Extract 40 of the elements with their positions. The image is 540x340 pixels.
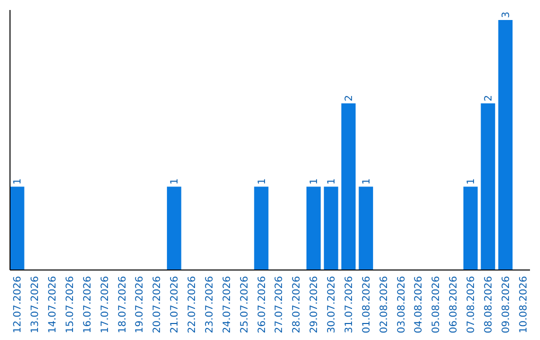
x-tick-label: 17.07.2026 (100, 276, 111, 334)
x-tick-label: 24.07.2026 (222, 276, 233, 334)
x-tick-label: 28.07.2026 (292, 276, 303, 334)
data-label: 2 (483, 94, 494, 102)
x-tick-label: 15.07.2026 (64, 276, 76, 334)
x-tick-label: 07.08.2026 (466, 276, 478, 334)
data-label: 1 (309, 178, 320, 185)
x-tick-label: 16.07.2026 (82, 276, 94, 334)
x-tick-label: 10.08.2026 (518, 276, 530, 334)
x-tick-label: 18.07.2026 (117, 276, 128, 334)
data-label: 1 (361, 178, 372, 185)
data-label: 1 (326, 178, 338, 185)
data-label: 3 (500, 12, 512, 18)
x-tick-label: 09.08.2026 (500, 276, 512, 334)
data-label: 1 (170, 178, 181, 185)
x-tick-label: 22.07.2026 (187, 276, 198, 334)
x-tick-label: 13.07.2026 (30, 276, 42, 334)
x-tick-label: 04.08.2026 (414, 276, 425, 334)
x-tick-label: 21.07.2026 (170, 276, 181, 334)
data-label: 2 (344, 94, 355, 102)
x-tick-label: 12.07.2026 (12, 276, 24, 334)
x-tick-label: 06.08.2026 (448, 276, 460, 334)
data-label: 1 (466, 178, 478, 185)
x-tick-label: 27.07.2026 (274, 276, 286, 334)
x-tick-label: 05.08.2026 (431, 276, 442, 334)
x-tick-label: 30.07.2026 (326, 276, 338, 334)
x-tick-label: 08.08.2026 (483, 276, 494, 334)
x-tick-label: 20.07.2026 (152, 276, 164, 334)
x-tick-label: 26.07.2026 (256, 276, 268, 334)
x-tick-label: 25.07.2026 (239, 276, 250, 334)
x-tick-label: 19.07.2026 (134, 276, 146, 334)
x-tick-label: 31.07.2026 (344, 276, 355, 334)
data-label: 1 (256, 178, 268, 185)
x-tick-label: 03.08.2026 (396, 276, 408, 334)
x-tick-label: 29.07.2026 (309, 276, 320, 334)
data-label: 1 (12, 178, 24, 185)
x-tick-label: 01.08.2026 (361, 276, 372, 334)
x-tick-label: 02.08.2026 (378, 276, 390, 334)
x-tick-label: 14.07.2026 (48, 276, 59, 334)
x-tick-label: 23.07.2026 (204, 276, 216, 334)
